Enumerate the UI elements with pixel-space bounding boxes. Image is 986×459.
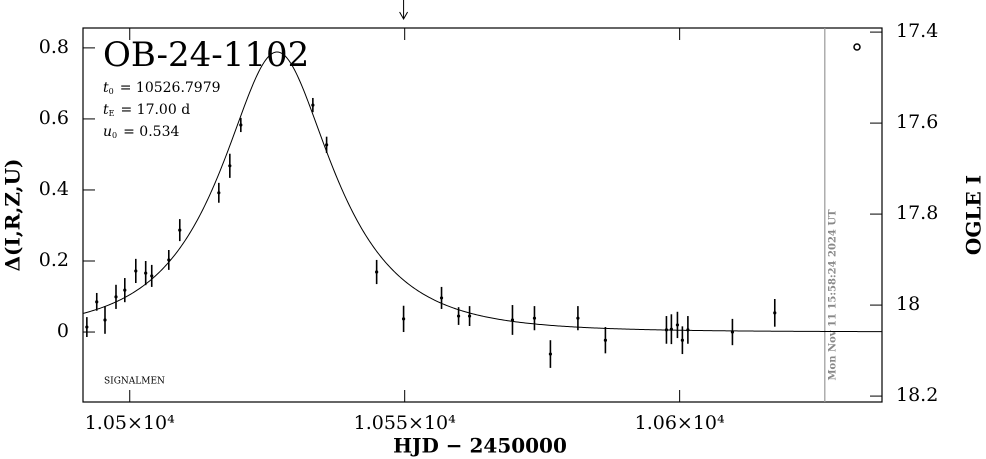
y-tick-label: 0 [57,320,69,342]
param-value: = 10526.7979 [120,80,221,96]
model-param: t0 = 10526.7979 [103,80,221,96]
model-param: u0 = 0.534 [103,124,179,140]
param-symbol: t [103,80,109,96]
param-value: = 17.00 d [120,102,190,118]
data-point [664,328,669,332]
data-point [228,164,232,168]
data-point [773,311,777,315]
x-tick-label: 1.055×10⁴ [354,412,456,434]
legend-symbol [853,43,861,51]
data-point [401,317,406,321]
data-point [576,316,580,320]
param-symbol: u [103,124,112,140]
y-tick-label: 0.8 [39,36,69,58]
y-tick-label: 0.4 [39,178,69,200]
model-curve [82,51,882,333]
param-subscript: 0 [112,131,117,140]
y2-tick-label: 18.2 [896,384,938,406]
y2-axis-label: OGLE I [962,175,986,255]
y2-tick-label: 18 [896,293,920,315]
data-point [548,352,553,356]
param-value: = 0.534 [123,124,179,140]
data-point [85,325,89,329]
data-point [134,269,138,273]
data-point [675,323,680,327]
data-point [167,258,171,262]
data-point [144,271,148,275]
data-point [730,330,735,334]
arrow [399,0,409,21]
data-point [103,318,107,322]
model-param: tE = 17.00 d [103,102,190,118]
data-point [439,296,444,300]
data-point [123,288,127,292]
y2-tick-label: 17.6 [896,111,938,133]
data-point [467,314,472,318]
data-point [532,316,537,320]
param-symbol: t [103,102,109,118]
data-point [114,295,118,299]
param-subscript: 0 [109,87,114,96]
param-subscript: E [109,109,115,118]
plot-frame [82,27,883,403]
x-tick-label: 1.05×10⁴ [85,412,175,434]
data-point [178,228,182,232]
note: SIGNALMEN [104,377,165,387]
y-tick-label: 0.2 [39,249,69,271]
data-point [669,327,673,331]
chart-title: OB-24-1102 [103,35,309,75]
data-point [375,270,379,274]
data-point [603,338,608,342]
data-point [311,103,315,107]
data-point [95,300,99,304]
data-point [217,191,221,195]
data-point [150,274,154,278]
y-axis-label: Δ(I,R,Z,U) [1,159,25,272]
y2-tick-label: 17.4 [896,20,938,42]
y2-tick-label: 17.8 [896,202,938,224]
data-point [239,123,243,127]
y-tick-label: 0.6 [39,107,69,129]
data-point [510,318,515,322]
data-point [680,338,684,342]
data-point [325,143,329,147]
x-axis-label: HJD − 2450000 [393,434,567,458]
data-point [456,314,461,318]
timestamp: Mon Nov 11 15:58:24 2024 UT [827,209,838,381]
data-point [686,328,690,332]
x-tick-label: 1.06×10⁴ [635,412,725,434]
